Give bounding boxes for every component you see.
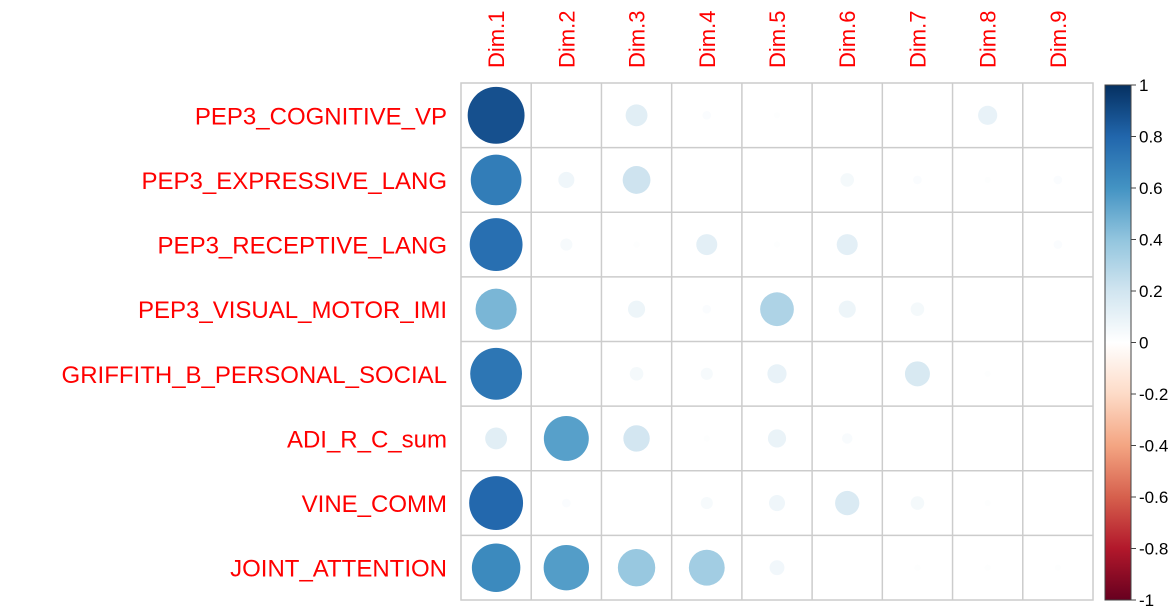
corr-circle-1-5 <box>773 112 781 119</box>
corr-circle-3-3 <box>633 241 640 248</box>
row-label: VINE_COMM <box>302 491 447 518</box>
corr-circle-7-4 <box>700 497 713 510</box>
corr-circle-5-1 <box>470 347 523 400</box>
corr-circle-8-9 <box>1054 564 1061 571</box>
corr-circle-7-2 <box>562 498 571 508</box>
corr-circle-3-6 <box>836 234 858 256</box>
corr-circle-1-8 <box>978 105 998 125</box>
corr-circle-5-7 <box>904 361 930 387</box>
colorbar-tick-label: -1 <box>1139 591 1154 610</box>
corr-circle-5-4 <box>700 367 713 380</box>
corr-circle-4-7 <box>910 302 925 316</box>
colorbar-tick-label: -0.2 <box>1139 385 1168 404</box>
column-label: Dim.3 <box>625 11 650 68</box>
colorbar-tick-label: -0.8 <box>1139 540 1168 559</box>
corr-circle-3-1 <box>469 218 523 271</box>
column-label: Dim.6 <box>835 11 860 68</box>
corr-circle-4-4 <box>702 304 712 314</box>
corr-circle-6-5 <box>767 429 787 448</box>
corr-circle-2-7 <box>913 175 922 185</box>
row-label: PEP3_COGNITIVE_VP <box>195 103 447 130</box>
column-label: Dim.8 <box>976 11 1001 68</box>
row-labels: PEP3_COGNITIVE_VP PEP3_EXPRESSIVE_LANG PEP… <box>62 103 447 582</box>
row-label: JOINT_ATTENTION <box>230 556 447 583</box>
column-label: Dim.7 <box>905 11 930 68</box>
corr-circle-1-4 <box>702 111 712 120</box>
corr-circle-2-2 <box>558 171 575 188</box>
corr-circle-2-9 <box>1053 175 1063 185</box>
corr-circle-6-2 <box>543 415 589 461</box>
corr-circle-6-6 <box>841 433 853 444</box>
corr-circle-6-4 <box>703 435 710 442</box>
corr-circle-8-5 <box>769 560 785 576</box>
corr-circle-5-3 <box>629 367 644 381</box>
column-label: Dim.5 <box>765 11 790 68</box>
corr-circle-2-8 <box>984 176 991 183</box>
corr-circle-3-9 <box>1053 240 1063 249</box>
corr-circle-8-3 <box>617 548 656 587</box>
colorbar-tick-label: 0.8 <box>1139 128 1163 147</box>
corr-circle-8-4 <box>688 549 725 586</box>
corr-circle-7-1 <box>469 476 524 531</box>
column-labels: Dim.1 Dim.2 Dim.3 Dim.4 Dim.5 Dim.6 Dim.7 Dim.8… <box>484 11 1071 68</box>
colorbar <box>1104 84 1132 601</box>
corr-circle-4-5 <box>760 292 794 327</box>
row-label: GRIFFITH_B_PERSONAL_SOCIAL <box>62 362 447 389</box>
colorbar-tick-label: 0.4 <box>1139 231 1163 250</box>
corr-circle-1-3 <box>625 104 648 127</box>
corr-circle-2-1 <box>470 154 522 206</box>
corr-circle-4-3 <box>627 300 646 318</box>
corr-circle-8-1 <box>471 543 521 592</box>
row-label: PEP3_VISUAL_MOTOR_IMI <box>138 297 447 324</box>
column-label: Dim.2 <box>554 11 579 68</box>
row-label: PEP3_EXPRESSIVE_LANG <box>142 168 447 195</box>
colorbar-tick-label: 0.6 <box>1139 179 1163 198</box>
corr-circle-1-1 <box>467 86 525 144</box>
corr-circle-3-2 <box>560 238 573 251</box>
colorbar-tick-label: 0.2 <box>1139 282 1163 301</box>
column-label: Dim.9 <box>1046 11 1071 68</box>
corr-circle-4-6 <box>838 300 856 318</box>
corr-circle-7-8 <box>984 500 991 507</box>
colorbar-tick-label: 1 <box>1139 76 1148 95</box>
corr-circle-8-7 <box>914 564 921 571</box>
corr-circle-6-3 <box>623 425 650 452</box>
corr-circle-8-8 <box>984 564 991 571</box>
corr-circle-7-5 <box>768 495 786 512</box>
grid <box>460 82 1094 601</box>
colorbar-tick-label: -0.4 <box>1139 437 1168 456</box>
corr-circle-7-7 <box>910 496 925 510</box>
corr-circle-6-1 <box>485 427 508 450</box>
correlation-circles <box>467 86 1063 592</box>
corr-circle-5-5 <box>767 364 787 384</box>
corr-circle-4-1 <box>475 288 517 330</box>
colorbar-tick-label: -0.6 <box>1139 488 1168 507</box>
corr-circle-3-5 <box>773 241 781 248</box>
color-legend: 1 0.8 0.6 0.4 0.2 0 -0.2 -0.4 -0.6 -0.8 -1 <box>1104 76 1168 610</box>
row-label: ADI_R_C_sum <box>287 426 447 453</box>
corr-circle-3-4 <box>696 234 718 256</box>
corr-circle-5-8 <box>984 370 991 377</box>
row-label: PEP3_RECEPTIVE_LANG <box>158 233 447 260</box>
corr-circle-8-2 <box>543 545 590 591</box>
corr-circle-2-6 <box>840 173 855 187</box>
colorbar-tick-label: 0 <box>1139 334 1148 353</box>
column-label: Dim.4 <box>695 11 720 68</box>
corr-circle-2-3 <box>622 166 651 194</box>
corr-circle-7-6 <box>835 490 860 516</box>
column-label: Dim.1 <box>484 11 509 68</box>
